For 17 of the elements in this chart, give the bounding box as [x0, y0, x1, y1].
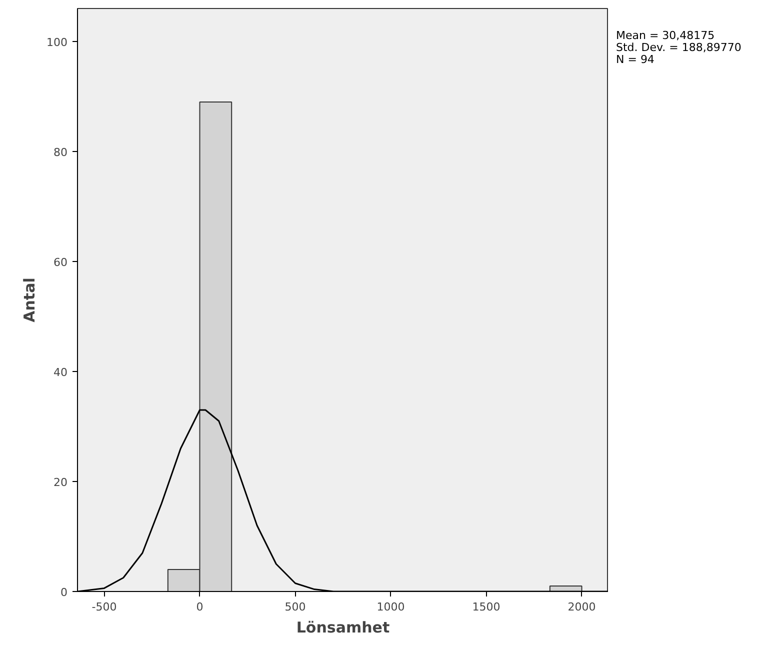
y-axis-title: Antal [20, 278, 39, 322]
y-tick-label: 0 [60, 586, 68, 599]
y-tick-label: 80 [54, 146, 68, 159]
x-axis-title: Lönsamhet [296, 618, 390, 636]
x-tick-label: 0 [196, 600, 204, 614]
x-tick-label: -500 [92, 600, 117, 614]
x-tick-label: 1000 [376, 600, 405, 614]
x-tick-label: 1500 [472, 600, 500, 614]
text: Mean = 30,48175 [616, 29, 715, 42]
text: N = 94 [616, 53, 654, 66]
y-tick-label: 40 [54, 366, 68, 379]
x-tick-label: 2000 [568, 600, 596, 614]
y-tick-label: 60 [54, 256, 68, 269]
y-tick-label: 100 [46, 36, 68, 49]
y-tick-label: 20 [54, 476, 68, 489]
x-tick-label: 500 [284, 600, 306, 614]
text: Std. Dev. = 188,89770 [616, 41, 742, 54]
